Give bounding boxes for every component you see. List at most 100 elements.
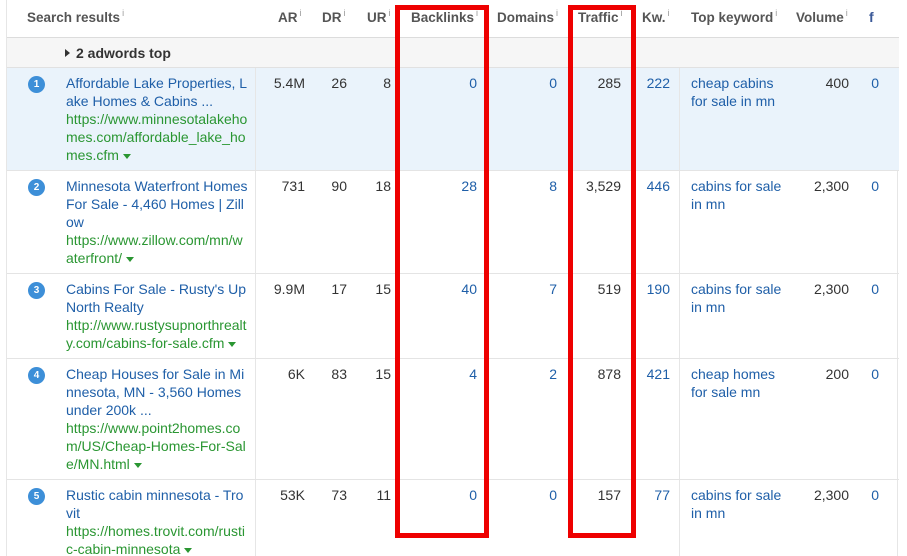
col-ur[interactable]: UR i <box>367 8 391 25</box>
dr-value: 17 <box>331 281 347 297</box>
result-title-link[interactable]: Rustic cabin minnesota - Trovit <box>66 487 244 521</box>
rank-badge: 5 <box>28 488 45 505</box>
result-url-text[interactable]: https://www.minnesotalakehomes.com/affor… <box>66 111 248 163</box>
top-keyword-link[interactable]: cabins for sale in mn <box>691 487 782 521</box>
col-top-keyword[interactable]: Top keyword i <box>691 8 778 25</box>
info-icon[interactable]: i <box>556 8 559 18</box>
backlinks-value[interactable]: 28 <box>461 178 477 194</box>
col-volume[interactable]: Volume i <box>796 8 848 25</box>
serp-table: Search results i AR i DR i UR i Backlinks i D… <box>6 0 899 556</box>
result-title-link[interactable]: Cabins For Sale - Rusty's Up North Realt… <box>66 281 247 315</box>
adwords-group-toggle[interactable]: 2 adwords top <box>65 45 171 61</box>
kw-value[interactable]: 222 <box>646 75 670 91</box>
ur-value: 18 <box>375 178 391 194</box>
caret-down-icon[interactable] <box>122 154 131 159</box>
ar-value: 53K <box>280 487 305 503</box>
info-icon[interactable]: i <box>667 8 670 18</box>
backlinks-value[interactable]: 4 <box>469 366 477 382</box>
fb-shares-value[interactable]: 0 <box>871 75 879 91</box>
top-keyword-link[interactable]: cabins for sale in mn <box>691 178 782 212</box>
backlinks-value[interactable]: 0 <box>469 75 477 91</box>
col-backlinks[interactable]: Backlinks i <box>411 8 479 25</box>
kw-value[interactable]: 421 <box>646 366 670 382</box>
traffic-value: 285 <box>597 75 621 91</box>
backlinks-value[interactable]: 0 <box>469 487 477 503</box>
info-icon[interactable]: i <box>343 8 346 18</box>
result-url-text[interactable]: http://www.rustysupnorthrealty.com/cabin… <box>66 317 247 351</box>
fb-shares-value[interactable]: 0 <box>871 366 879 382</box>
divider <box>255 171 256 273</box>
col-domains[interactable]: Domains i <box>497 8 559 25</box>
info-icon[interactable]: i <box>620 8 623 18</box>
table-row: 4 Cheap Houses for Sale in Minnesota, MN… <box>7 359 899 480</box>
result-url-text[interactable]: https://www.point2homes.com/US/Cheap-Hom… <box>66 420 246 472</box>
col-ar[interactable]: AR i <box>278 8 302 25</box>
domains-value[interactable]: 2 <box>549 366 557 382</box>
volume-value: 200 <box>825 366 849 382</box>
kw-value[interactable]: 446 <box>646 178 670 194</box>
dr-value: 73 <box>331 487 347 503</box>
info-icon[interactable]: i <box>299 8 302 18</box>
backlinks-value[interactable]: 40 <box>461 281 477 297</box>
table-header: Search results i AR i DR i UR i Backlinks i D… <box>7 0 899 38</box>
result-url-text[interactable]: https://www.zillow.com/mn/waterfront/ <box>66 232 243 266</box>
fb-shares-value[interactable]: 0 <box>871 487 879 503</box>
info-icon[interactable]: i <box>122 8 125 18</box>
fb-shares-value[interactable]: 0 <box>871 178 879 194</box>
top-keyword-link[interactable]: cabins for sale in mn <box>691 281 782 315</box>
ar-value: 5.4M <box>273 75 305 91</box>
fb-shares-value[interactable]: 0 <box>871 281 879 297</box>
ar-value: 9.9M <box>273 281 305 297</box>
adwords-group-row[interactable]: 2 adwords top <box>7 38 899 68</box>
domains-value[interactable]: 0 <box>549 75 557 91</box>
divider <box>679 274 680 358</box>
caret-down-icon[interactable] <box>133 463 142 468</box>
kw-value[interactable]: 190 <box>646 281 670 297</box>
facebook-icon[interactable]: f <box>869 9 874 25</box>
caret-down-icon[interactable] <box>126 257 135 262</box>
col-traffic[interactable]: Traffic i <box>578 8 623 25</box>
traffic-value: 3,529 <box>585 178 621 194</box>
divider <box>255 480 256 556</box>
domains-value[interactable]: 8 <box>549 178 557 194</box>
info-icon[interactable]: i <box>775 8 778 18</box>
dr-value: 90 <box>331 178 347 194</box>
ur-value: 8 <box>383 75 391 91</box>
result-title-link[interactable]: Cheap Houses for Sale in Minnesota, MN -… <box>66 366 245 418</box>
info-icon[interactable]: i <box>476 8 479 18</box>
divider <box>255 274 256 358</box>
domains-value[interactable]: 7 <box>549 281 557 297</box>
divider <box>679 359 680 479</box>
ur-value: 15 <box>375 281 391 297</box>
table-row: 5 Rustic cabin minnesota - Trovit https:… <box>7 480 899 556</box>
col-search-results[interactable]: Search results i <box>27 8 125 25</box>
caret-down-icon[interactable] <box>184 548 193 553</box>
volume-value: 2,300 <box>813 487 849 503</box>
caret-down-icon[interactable] <box>228 342 237 347</box>
info-icon[interactable]: i <box>388 8 391 18</box>
traffic-value: 519 <box>597 281 621 297</box>
divider <box>255 359 256 479</box>
top-keyword-link[interactable]: cheap homes for sale mn <box>691 366 776 400</box>
rank-badge: 3 <box>28 282 45 299</box>
result-url[interactable]: http://www.rustysupnorthrealty.com/cabin… <box>66 316 248 352</box>
result-url[interactable]: https://www.minnesotalakehomes.com/affor… <box>66 110 248 164</box>
result-url[interactable]: https://homes.trovit.com/rustic-cabin-mi… <box>66 522 248 556</box>
domains-value[interactable]: 0 <box>549 487 557 503</box>
col-kw[interactable]: Kw. i <box>642 8 670 25</box>
ur-value: 11 <box>376 487 391 503</box>
rank-badge: 4 <box>28 367 45 384</box>
result-title-link[interactable]: Affordable Lake Properties, Lake Homes &… <box>66 75 248 109</box>
result-url[interactable]: https://www.zillow.com/mn/waterfront/ <box>66 231 248 267</box>
divider <box>679 68 680 170</box>
result-url-text[interactable]: https://homes.trovit.com/rustic-cabin-mi… <box>66 523 245 556</box>
result-url[interactable]: https://www.point2homes.com/US/Cheap-Hom… <box>66 419 248 473</box>
result-title-link[interactable]: Minnesota Waterfront Homes For Sale - 4,… <box>66 178 248 230</box>
traffic-value: 157 <box>597 487 621 503</box>
col-dr[interactable]: DR i <box>322 8 346 25</box>
top-keyword-link[interactable]: cheap cabins for sale in mn <box>691 75 776 109</box>
ur-value: 15 <box>375 366 391 382</box>
divider <box>679 480 680 556</box>
kw-value[interactable]: 77 <box>654 487 670 503</box>
info-icon[interactable]: i <box>845 8 848 18</box>
